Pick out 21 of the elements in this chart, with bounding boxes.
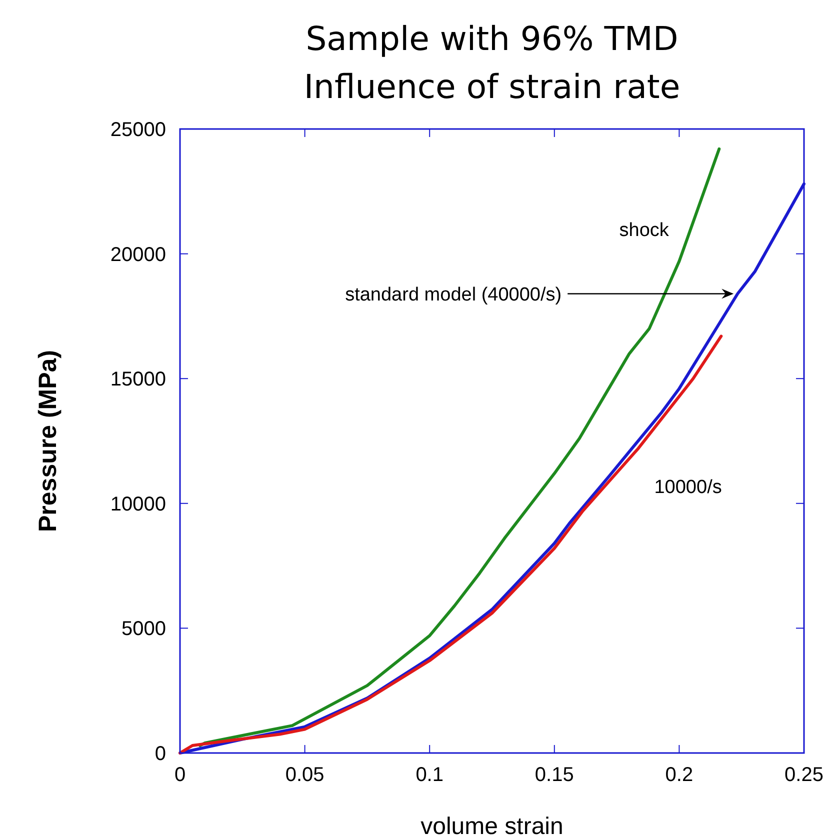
y-tick-label: 5000 <box>122 618 166 640</box>
y-tick-label: 15000 <box>110 368 166 391</box>
x-tick-label: 0.25 <box>784 764 824 786</box>
x-tick-label: 0.1 <box>416 764 444 786</box>
x-tick-label: 0.2 <box>665 764 694 786</box>
series-label: shock <box>619 220 670 241</box>
line-series <box>198 147 721 748</box>
y-tick-label: 25000 <box>110 119 166 141</box>
chart-title: Sample with 96% TMD <box>306 19 678 58</box>
y-tick-label: 20000 <box>110 244 166 266</box>
x-axis-title: volume strain <box>420 813 564 838</box>
chart-subtitle: Influence of strain rate <box>304 67 680 106</box>
y-axis-title: Pressure (MPa) <box>34 350 62 532</box>
x-tick-label: 0.15 <box>534 764 574 786</box>
series-label: 10000/s <box>654 476 722 498</box>
x-tick-label: 0.05 <box>285 764 324 786</box>
annotation: standard model (40000/s) <box>345 284 562 306</box>
line-series <box>178 334 723 754</box>
y-tick-label: 0 <box>154 743 166 765</box>
y-tick-label: 10000 <box>110 493 166 516</box>
x-tick-label: 0 <box>174 764 186 786</box>
